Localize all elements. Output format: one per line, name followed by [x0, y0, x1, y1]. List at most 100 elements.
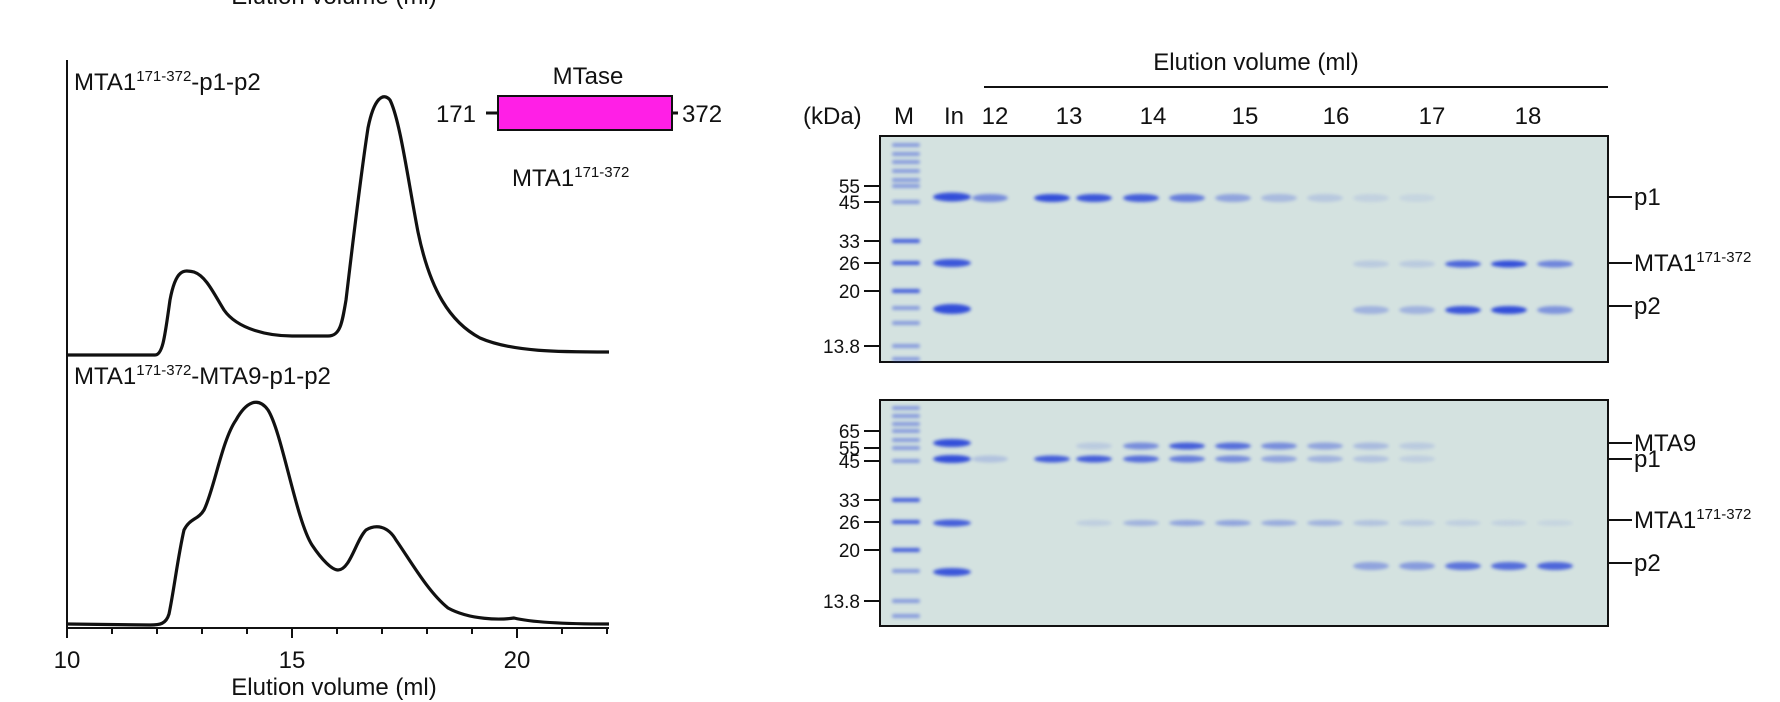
gel-panel: Elution volume (ml) (kDa) M In 12 13 14 15 16 1… — [803, 49, 1751, 627]
marker-label: 55 — [839, 177, 860, 198]
domain-start: 171 — [436, 101, 476, 128]
protein-band — [1076, 194, 1112, 202]
protein-band — [1353, 520, 1389, 526]
ladder-band — [892, 357, 920, 361]
ladder-band — [892, 422, 920, 426]
chromatogram-x-axis-title: Elution volume (ml) — [231, 674, 436, 701]
protein-band — [1353, 442, 1389, 450]
protein-band — [1261, 194, 1297, 202]
marker-label: 20 — [839, 541, 860, 562]
ladder-band — [892, 520, 920, 524]
ladder-band — [892, 446, 920, 450]
marker-label: 45 — [839, 452, 860, 473]
lane-label: 12 — [982, 103, 1009, 130]
protein-band — [1445, 520, 1481, 526]
protein-band — [1399, 455, 1435, 463]
protein-band — [1169, 442, 1205, 450]
protein-band — [1034, 194, 1070, 202]
protein-band — [1537, 260, 1573, 268]
ladder-band — [892, 459, 920, 463]
ladder-band — [892, 599, 920, 603]
protein-band — [1353, 306, 1389, 314]
protein-band — [1399, 306, 1435, 314]
marker-label: 26 — [839, 254, 860, 275]
top-clipped-label: Elution volume (ml) — [231, 0, 436, 10]
ladder-band — [892, 614, 920, 618]
protein-band — [1261, 520, 1297, 526]
marker-label: 13.8 — [823, 337, 860, 358]
ladder-band — [892, 414, 920, 418]
protein-band — [1445, 562, 1481, 570]
marker-label: 45 — [839, 193, 860, 214]
protein-band — [1353, 455, 1389, 463]
protein-band — [1399, 562, 1435, 570]
band-label: MTA1171-372 — [1634, 249, 1751, 277]
protein-band — [1307, 194, 1343, 202]
kda-label: (kDa) — [803, 103, 862, 130]
protein-band — [1169, 194, 1205, 202]
band-label: MTA1171-372 — [1634, 506, 1751, 534]
gel-1-background — [879, 135, 1609, 363]
gel-2-background — [879, 399, 1609, 627]
protein-band — [1399, 442, 1435, 450]
marker-label: 33 — [839, 232, 860, 253]
protein-band — [933, 192, 971, 202]
ladder-band — [892, 321, 920, 325]
trace1-curve — [67, 95, 610, 357]
marker-label: 55 — [839, 439, 860, 460]
protein-band — [1076, 442, 1112, 450]
protein-band — [1445, 306, 1481, 314]
protein-band — [1491, 260, 1527, 268]
protein-band — [1353, 260, 1389, 268]
gel-header: Elution volume (ml) — [1153, 49, 1358, 76]
protein-band — [1261, 442, 1297, 450]
protein-band — [1123, 194, 1159, 202]
band-label: p1 — [1634, 446, 1661, 473]
lane-label: 17 — [1419, 103, 1446, 130]
protein-band — [1537, 562, 1573, 570]
protein-band — [1076, 455, 1112, 463]
protein-band — [1215, 442, 1251, 450]
protein-band — [1123, 520, 1159, 526]
ladder-band — [892, 261, 920, 265]
marker-label: 20 — [839, 282, 860, 303]
protein-band — [933, 455, 971, 463]
x-tick-label: 20 — [504, 647, 531, 674]
protein-band — [1353, 562, 1389, 570]
lane-label: 13 — [1056, 103, 1083, 130]
construct-name: MTA1171-372 — [512, 164, 629, 192]
protein-band — [933, 439, 971, 447]
protein-band — [1307, 442, 1343, 450]
protein-band — [1353, 194, 1389, 202]
protein-band — [1399, 520, 1435, 526]
marker-label: 13.8 — [823, 592, 860, 613]
protein-band — [1123, 455, 1159, 463]
lane-label: In — [944, 103, 964, 130]
protein-band — [1215, 194, 1251, 202]
x-tick-label: 10 — [54, 647, 81, 674]
lane-label: 18 — [1515, 103, 1542, 130]
protein-band — [972, 194, 1008, 202]
marker-label: 26 — [839, 513, 860, 534]
protein-band — [933, 519, 971, 527]
band-label: MTA9 — [1634, 430, 1696, 457]
protein-band — [972, 455, 1008, 463]
trace2-label: MTA1171-372-MTA9-p1-p2 — [74, 362, 331, 390]
marker-label: 33 — [839, 491, 860, 512]
domain-schematic: MTase 171 372 MTA1171-372 — [436, 63, 722, 192]
ladder-band — [892, 429, 920, 433]
domain-end: 372 — [682, 101, 722, 128]
protein-band — [1491, 520, 1527, 526]
domain-name: MTase — [553, 63, 624, 90]
lane-label: M — [894, 103, 914, 130]
trace2-curve — [66, 400, 610, 627]
ladder-band — [892, 239, 920, 243]
protein-band — [1399, 260, 1435, 268]
ladder-band — [892, 406, 920, 410]
marker-label: 65 — [839, 422, 860, 443]
